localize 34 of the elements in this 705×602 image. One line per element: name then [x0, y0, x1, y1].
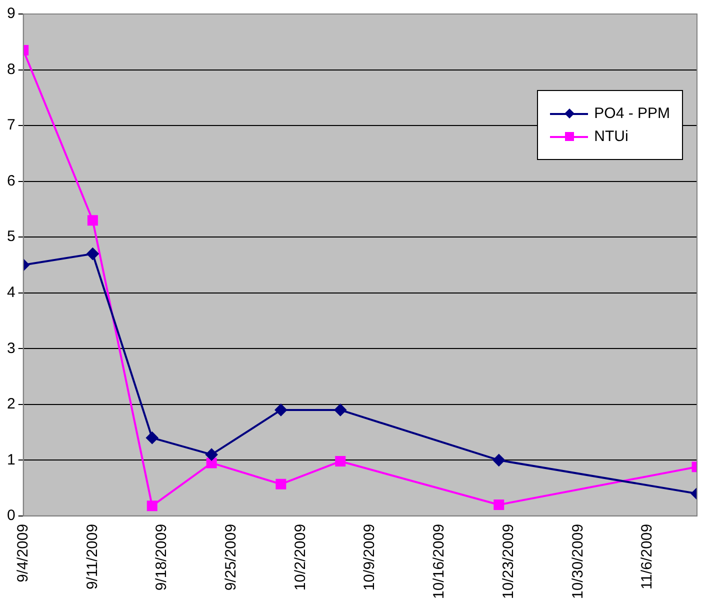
legend-label: PO4 - PPM — [594, 105, 670, 122]
y-tick-label: 1 — [7, 451, 16, 468]
x-tick-label: 10/9/2009 — [361, 524, 378, 591]
x-tick-label: 10/2/2009 — [292, 524, 309, 591]
point — [274, 404, 287, 416]
x-tick-label: 9/11/2009 — [84, 524, 101, 590]
point — [146, 432, 158, 444]
point — [276, 478, 286, 490]
y-tick-label: 7 — [7, 116, 16, 134]
point — [146, 500, 158, 512]
point — [494, 500, 504, 510]
y-tick-label: 5 — [7, 228, 16, 246]
point — [87, 215, 98, 226]
x-tick-label: 10/16/2009 — [430, 524, 448, 600]
point — [206, 448, 218, 461]
point — [206, 458, 217, 468]
x-tick-label: 9/4/2009 — [14, 524, 32, 582]
y-tick-label: 2 — [7, 396, 16, 413]
y-tick-label: 6 — [7, 172, 16, 190]
x-tick-label: 10/30/2009 — [569, 524, 586, 600]
y-tick-label: 9 — [7, 5, 16, 22]
y-tick-label: 3 — [7, 340, 16, 357]
point — [492, 454, 505, 466]
legend-label: NTUi — [594, 128, 628, 145]
point — [86, 248, 99, 260]
x-tick-label: 9/25/2009 — [222, 524, 240, 591]
x-tick-label: 10/23/2009 — [500, 524, 517, 600]
y-tick-label: 8 — [7, 60, 16, 78]
x-tick-label: 11/6/2009 — [638, 524, 656, 590]
point — [334, 404, 346, 416]
point — [335, 456, 346, 467]
y-tick-label: 4 — [7, 284, 16, 301]
y-tick-label: 0 — [7, 507, 16, 524]
x-tick-label: 9/18/2009 — [153, 524, 170, 591]
